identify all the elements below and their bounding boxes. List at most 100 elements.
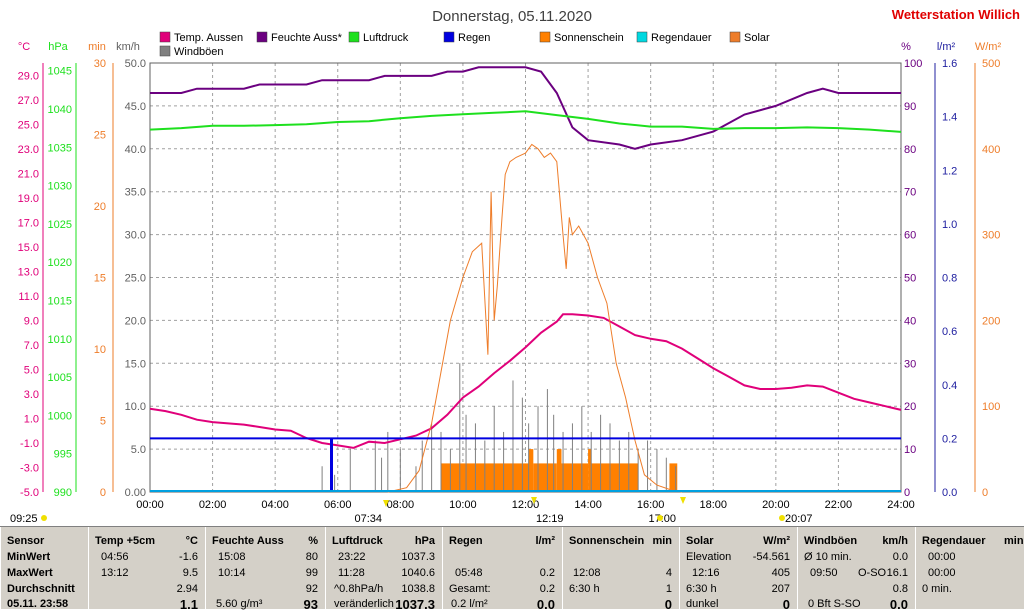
legend-label: Sonnenschein: [554, 32, 624, 44]
luft-min: 1037.3: [401, 551, 435, 563]
kmh-tick: 0.00: [125, 487, 146, 499]
regendauer-header: Regendauer: [922, 535, 986, 547]
x-tick-label: 16:00: [637, 499, 665, 511]
regen-max: 0.2: [539, 567, 555, 579]
legend-label: Solar: [744, 32, 770, 44]
hpa-tick: 995: [54, 449, 72, 461]
temp-tick: 27.0: [18, 95, 39, 107]
x-tick-label: 20:00: [762, 499, 790, 511]
solar-max-time: 12:16: [692, 567, 720, 579]
regendauer-max: 00:00: [928, 567, 956, 579]
axis-unit: %: [901, 41, 911, 53]
regen-current: 0.0: [536, 597, 555, 612]
legend-swatch: [256, 31, 268, 43]
sunshine-bar: [669, 463, 678, 492]
feuchte-max: 99: [305, 567, 318, 579]
axis-unit: km/h: [116, 41, 140, 53]
row-current-label: 05.11. 23:58: [7, 598, 69, 610]
hpa-tick: 990: [54, 487, 72, 499]
legend-swatch: [539, 31, 551, 43]
feuchte-abs: 5.60 g/m³: [216, 598, 263, 610]
col-temp: Temp +5cm °C 04:56 -1.6 13:12 9.5 2.94 1…: [88, 527, 204, 612]
temp-header: Temp +5cm: [95, 535, 156, 547]
wind-current: 0.0: [889, 597, 908, 612]
temp-tick: -1.0: [20, 438, 39, 450]
noon-icon: [531, 497, 537, 504]
feuchte-header: Feuchte Auss: [212, 535, 284, 547]
x-tick-label: 06:00: [324, 499, 352, 511]
x-tick-label: 04:00: [261, 499, 289, 511]
temp-current: 1.1: [179, 597, 198, 612]
temp-tick: 9.0: [24, 315, 39, 327]
hpa-tick: 1000: [48, 410, 72, 422]
min-tick: 20: [94, 201, 106, 213]
series-line: [149, 313, 902, 449]
solar-avg: 207: [771, 583, 790, 595]
solar-current: 0: [782, 597, 790, 612]
sunshine-bar: [533, 463, 557, 492]
temp-tick: 17.0: [18, 217, 39, 229]
pct-tick: 40: [904, 315, 916, 327]
min-tick: 30: [94, 58, 106, 70]
wind-avg: 0.8: [892, 583, 908, 595]
solar-max: 405: [771, 567, 790, 579]
wm2-tick: 300: [982, 230, 1000, 242]
min-tick: 10: [94, 344, 106, 356]
legend-label: Windböen: [174, 46, 224, 58]
temp-min: -1.6: [179, 551, 198, 563]
moon-icon: [779, 515, 785, 521]
kmh-tick: 50.0: [125, 58, 146, 70]
lm2-tick: 1.6: [942, 58, 957, 70]
feuchte-max-time: 10:14: [218, 567, 246, 579]
x-tick-label: 08:00: [387, 499, 415, 511]
solar-duration: 6:30 h: [686, 583, 717, 595]
kmh-tick: 10.0: [125, 401, 146, 413]
kmh-tick: 40.0: [125, 144, 146, 156]
series-line: [387, 143, 683, 493]
wind-bft: 0 Bft S-SO: [808, 598, 861, 610]
legend-label: Temp. Aussen: [174, 32, 243, 44]
legend-label: Luftdruck: [363, 32, 409, 44]
col-windboeen: Windböen km/h Ø 10 min. 0.0 09:50 O-SO 1…: [797, 527, 914, 612]
col-regen: Regen l/m² 05:48 0.2 Gesamt: 0.2 0.2 l/m…: [442, 527, 561, 612]
regendauer-unit: min: [1004, 535, 1024, 547]
start-time: 09:25: [10, 513, 38, 525]
wm2-tick: 0: [982, 487, 988, 499]
lm2-tick: 0.6: [942, 326, 957, 338]
temp-max: 9.5: [182, 567, 198, 579]
luft-max-time: 11:28: [338, 567, 365, 579]
weather-chart: Donnerstag, 05.11.2020 Wetterstation Will…: [10, 7, 1020, 525]
feuchte-unit: %: [308, 535, 318, 547]
kmh-tick: 30.0: [125, 230, 146, 242]
temp-tick: 7.0: [24, 340, 39, 352]
stats-table: Sensor MinWert MaxWert Durchschnitt 05.1…: [0, 526, 1024, 612]
moon-time: 20:07: [785, 513, 813, 525]
solar-header: Solar: [686, 535, 714, 547]
sensor-header: Sensor: [7, 535, 45, 547]
temp-tick: 11.0: [18, 291, 39, 303]
sunshine-bar: [588, 449, 592, 492]
col-feuchte: Feuchte Auss % 15:08 80 10:14 99 92 5.60…: [205, 527, 324, 611]
temp-unit: °C: [185, 535, 198, 547]
wind-max-time: 09:50: [810, 567, 838, 579]
kmh-tick: 35.0: [125, 187, 146, 199]
hpa-tick: 1030: [48, 181, 72, 193]
station-name: Wetterstation Willich: [892, 7, 1020, 22]
luft-max: 1040.6: [401, 567, 435, 579]
axis-unit: min: [88, 41, 106, 53]
regen-total-label: Gesamt:: [449, 583, 491, 595]
legend-swatch: [636, 31, 648, 43]
luft-current: 1037.3: [395, 597, 435, 612]
regendauer-min: 00:00: [928, 551, 956, 563]
col-sensor: Sensor MinWert MaxWert Durchschnitt 05.1…: [0, 527, 87, 610]
temp-min-time: 04:56: [101, 551, 129, 563]
sunshine-bar: [556, 449, 562, 492]
pct-tick: 10: [904, 444, 916, 456]
temp-tick: 3.0: [24, 389, 39, 401]
solar-elevation-label: Elevation: [686, 551, 732, 563]
min-tick: 5: [100, 416, 106, 428]
wind-header: Windböen: [804, 535, 858, 547]
row-max-label: MaxWert: [7, 567, 53, 579]
axis-unit: °C: [18, 41, 30, 53]
feuchte-min: 80: [305, 551, 318, 563]
